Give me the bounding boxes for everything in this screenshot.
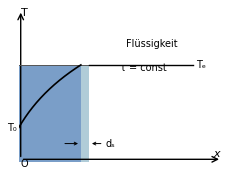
Text: Flüssigkeit: Flüssigkeit [126,40,177,49]
Text: T₀: T₀ [7,123,17,133]
Text: dₛ: dₛ [106,139,116,149]
Text: x: x [213,149,220,159]
Bar [81,65,89,162]
Text: τ = const: τ = const [120,63,166,73]
Text: T: T [21,8,27,18]
Bar [19,65,81,162]
Text: Tₑ: Tₑ [196,60,206,70]
Text: O: O [21,159,28,169]
